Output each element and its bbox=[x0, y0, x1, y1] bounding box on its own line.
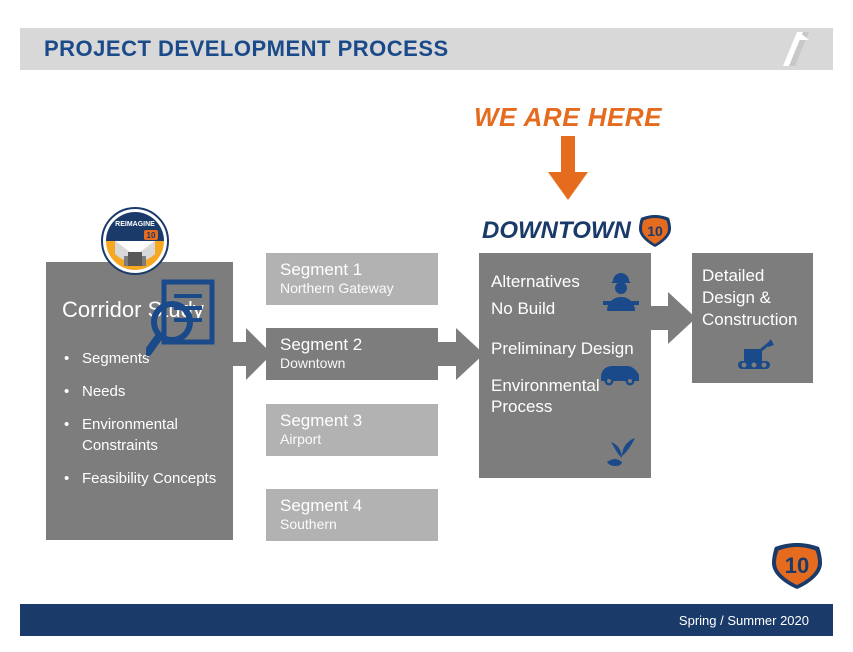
downtown-logo-text: DOWNTOWN bbox=[482, 217, 631, 245]
corridor-bullet: Environmental Constraints bbox=[62, 414, 217, 456]
badge-mid-text: el Paso bbox=[120, 234, 141, 240]
shield-10-icon: 10 bbox=[769, 541, 825, 596]
segment-title: Segment 2 bbox=[280, 335, 424, 355]
document-magnifier-icon bbox=[146, 276, 228, 363]
flow-arrow-icon bbox=[648, 292, 696, 349]
badge-number: 10 bbox=[147, 231, 156, 240]
footer-bar: Spring / Summer 2020 bbox=[20, 604, 833, 636]
footer-text: Spring / Summer 2020 bbox=[679, 613, 809, 628]
shield-10-icon: 10 bbox=[637, 213, 673, 249]
segment-1-box: Segment 1 Northern Gateway bbox=[266, 253, 438, 305]
worker-icon bbox=[603, 271, 639, 311]
header-bar: PROJECT DEVELOPMENT PROCESS bbox=[20, 28, 833, 70]
reimagine-badge-icon: REIMAGINE el Paso 10 bbox=[100, 206, 170, 281]
excavator-icon bbox=[730, 339, 774, 373]
flow-arrow-icon bbox=[436, 328, 484, 385]
svg-text:10: 10 bbox=[647, 223, 663, 239]
segment-sub: Downtown bbox=[280, 355, 424, 371]
down-arrow-icon bbox=[548, 136, 588, 205]
segment-title: Segment 3 bbox=[280, 411, 424, 431]
we-are-here-label: WE ARE HERE bbox=[474, 102, 662, 133]
corridor-bullet: Needs bbox=[62, 381, 217, 402]
segment-sub: Northern Gateway bbox=[280, 280, 424, 296]
badge-top-text: REIMAGINE bbox=[115, 221, 155, 228]
corridor-list: Segments Needs Environmental Constraints… bbox=[62, 348, 217, 489]
dt-line: Preliminary Design bbox=[491, 338, 639, 359]
downtown-box: Alternatives No Build Preliminary Design… bbox=[479, 253, 651, 478]
segment-4-box: Segment 4 Southern bbox=[266, 489, 438, 541]
detailed-design-box: Detailed Design & Construction bbox=[692, 253, 813, 383]
corridor-bullet: Feasibility Concepts bbox=[62, 468, 217, 489]
header-logo-icon bbox=[763, 32, 809, 71]
header-title: PROJECT DEVELOPMENT PROCESS bbox=[44, 36, 449, 62]
segment-title: Segment 4 bbox=[280, 496, 424, 516]
segment-sub: Airport bbox=[280, 431, 424, 447]
car-icon bbox=[597, 361, 641, 387]
segment-title: Segment 1 bbox=[280, 260, 424, 280]
svg-text:10: 10 bbox=[785, 553, 809, 578]
segment-3-box: Segment 3 Airport bbox=[266, 404, 438, 456]
segment-2-box: Segment 2 Downtown bbox=[266, 328, 438, 380]
downtown-logo: DOWNTOWN 10 bbox=[482, 213, 673, 249]
dt-label: Preliminary Design bbox=[491, 338, 639, 359]
plant-icon bbox=[605, 436, 639, 466]
segment-sub: Southern bbox=[280, 516, 424, 532]
detailed-label: Detailed Design & Construction bbox=[702, 265, 803, 331]
